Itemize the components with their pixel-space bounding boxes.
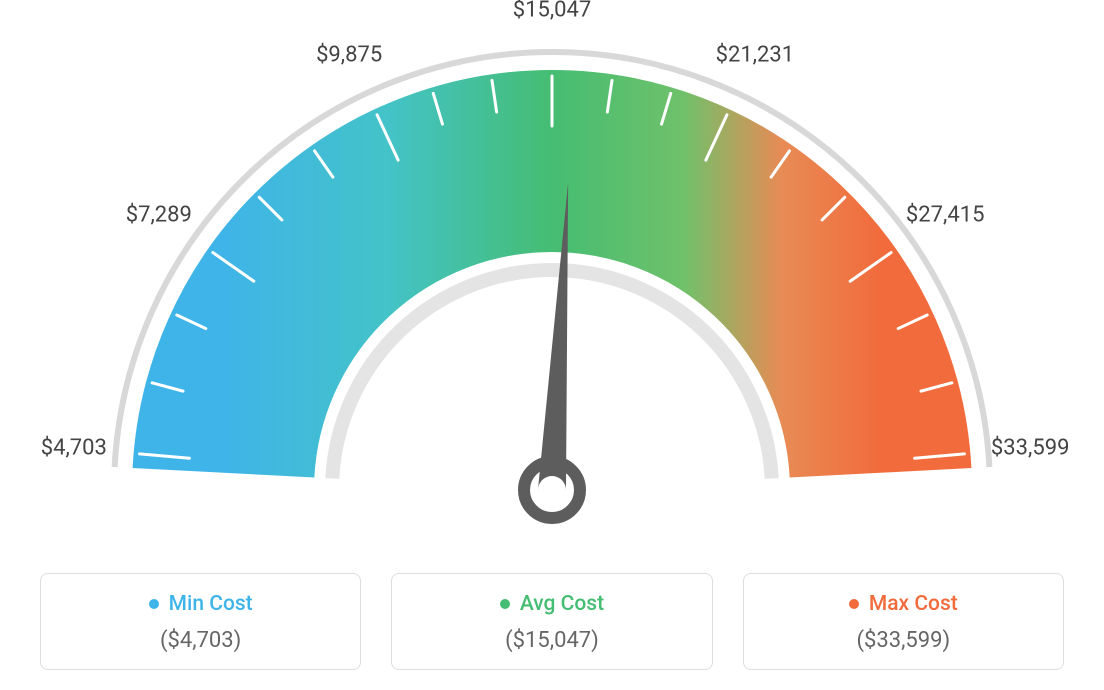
dot-icon [149, 599, 159, 609]
legend-card-max: Max Cost ($33,599) [743, 573, 1064, 670]
gauge-tick-label: $27,415 [906, 202, 985, 227]
legend-title-text: Max Cost [869, 592, 958, 616]
legend-title-min: Min Cost [149, 592, 253, 616]
legend-card-avg: Avg Cost ($15,047) [391, 573, 712, 670]
legend-card-min: Min Cost ($4,703) [40, 573, 361, 670]
legend-title-avg: Avg Cost [500, 592, 604, 616]
gauge-area: $4,703 $7,289 $9,875 $15,047 $21,231 $27,415 $… [0, 0, 1104, 520]
gauge-tick-label: $15,047 [513, 0, 592, 23]
gauge-tick-label: $33,599 [991, 436, 1070, 461]
legend-title-max: Max Cost [849, 592, 958, 616]
gauge-tick-label: $4,703 [41, 436, 107, 461]
dot-icon [849, 599, 859, 609]
legend-value-max: ($33,599) [754, 628, 1053, 653]
gauge-svg [22, 20, 1082, 530]
chart-wrapper: $4,703 $7,289 $9,875 $15,047 $21,231 $27,415 $… [0, 0, 1104, 690]
legend-title-text: Min Cost [169, 592, 253, 616]
gauge-tick-label: $9,875 [316, 42, 382, 67]
legend-title-text: Avg Cost [520, 592, 604, 616]
legend-value-avg: ($15,047) [402, 628, 701, 653]
dot-icon [500, 599, 510, 609]
gauge-tick-label: $21,231 [716, 42, 795, 67]
gauge-tick-label: $7,289 [126, 202, 192, 227]
legend-row: Min Cost ($4,703) Avg Cost ($15,047) Max… [0, 573, 1104, 670]
legend-value-min: ($4,703) [51, 628, 350, 653]
